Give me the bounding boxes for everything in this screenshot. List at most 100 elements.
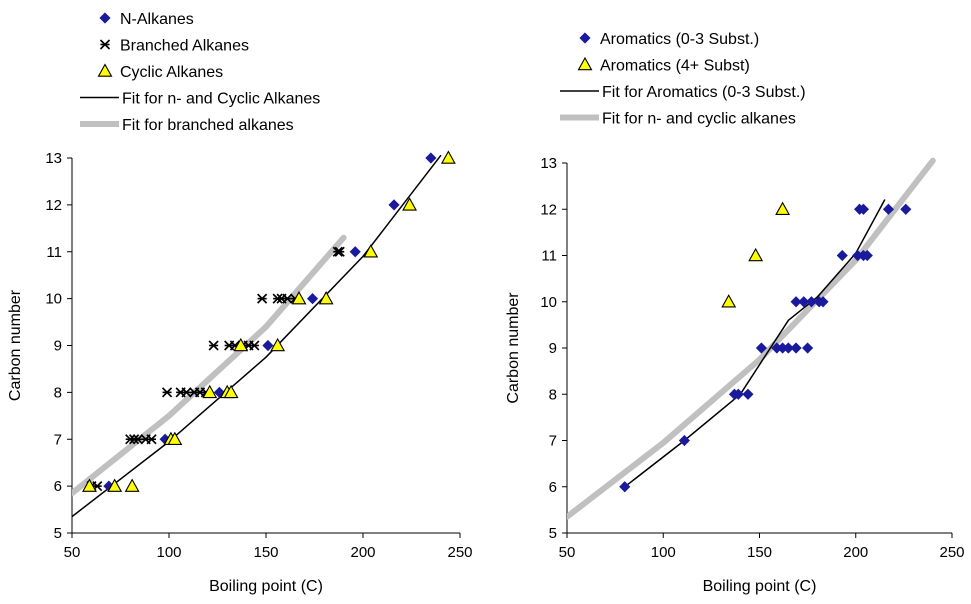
legend-label: Aromatics (0-3 Subst.) [600, 31, 759, 48]
legend-label: Branched Alkanes [120, 38, 249, 55]
y-tick-label: 6 [54, 478, 62, 495]
plot-area [72, 150, 456, 518]
data-point-triangle [270, 337, 286, 352]
data-point-diamond [306, 293, 319, 305]
y-tick-label: 11 [541, 248, 557, 265]
legend-label: Fit for Aromatics (0-3 Subst.) [602, 84, 806, 101]
legend-label: Fit for n- and Cyclic Alkanes [122, 91, 320, 108]
y-tick-label: 12 [45, 197, 62, 214]
data-point-diamond [798, 296, 810, 308]
data-point-triangle [291, 290, 307, 305]
y-axis-label: Carbon number [505, 292, 522, 404]
data-point-diamond [790, 296, 802, 308]
data-point-diamond [732, 388, 744, 400]
data-point-asterisk [282, 293, 293, 304]
x-tick-label: 150 [747, 544, 772, 561]
data-point-diamond [790, 342, 802, 354]
x-tick-label: 200 [350, 544, 375, 561]
legend-symbol-triangle [577, 56, 593, 71]
y-tick-label: 10 [45, 291, 62, 308]
data-point-diamond [882, 203, 895, 215]
data-point-diamond [262, 339, 274, 352]
y-tick-label: 5 [54, 525, 62, 542]
data-point-triangle [402, 197, 417, 211]
fit-line-black [72, 154, 442, 518]
data-point-diamond [619, 481, 631, 493]
y-tick-label: 6 [549, 479, 557, 496]
data-point-triangle [82, 478, 97, 492]
data-point-diamond [802, 342, 814, 354]
data-point-asterisk [208, 340, 219, 351]
y-axis-label: Carbon number [7, 289, 24, 401]
fit-line-grey [72, 234, 347, 497]
data-point-diamond [425, 152, 437, 164]
data-point-diamond [782, 342, 794, 354]
data-point-diamond [678, 434, 690, 447]
x-tick-label: 150 [253, 544, 278, 561]
data-point-asterisk [161, 387, 173, 398]
legend-label: Fit for n- and cyclic alkanes [602, 111, 796, 128]
legend-label: Aromatics (4+ Subst) [600, 58, 750, 75]
data-point-triangle [107, 478, 123, 492]
x-tick-label: 250 [447, 544, 472, 561]
legend: Aromatics (0-3 Subst.) Aromatics (4+ Subs… [560, 31, 806, 128]
data-point-diamond [349, 246, 361, 258]
data-point-diamond [805, 296, 818, 308]
x-axis-label: Boiling point (C) [703, 578, 817, 595]
y-tick-label: 10 [540, 294, 557, 311]
data-point-triangle [748, 247, 764, 262]
data-point-diamond [388, 199, 400, 211]
data-point-triangle [202, 384, 218, 399]
data-point-triangle [124, 478, 140, 492]
data-point-asterisk [334, 246, 345, 257]
data-point-asterisk [181, 387, 192, 398]
data-point-asterisk [257, 293, 268, 304]
legend: N-Alkanes Branched Alkanes Cyclic Alkanes F… [80, 11, 320, 134]
y-tick-label: 12 [540, 201, 557, 218]
legend-symbol-asterisk [99, 39, 111, 50]
data-point-triangle [775, 201, 791, 215]
data-point-triangle [440, 150, 456, 164]
x-tick-label: 200 [843, 544, 868, 561]
data-point-diamond [857, 203, 870, 215]
x-tick-label: 100 [651, 544, 676, 561]
legend-label: Fit for branched alkanes [122, 117, 294, 134]
data-point-asterisk [146, 434, 157, 445]
data-point-asterisk [132, 434, 144, 445]
legend-symbol-diamond [579, 32, 591, 44]
y-tick-label: 13 [540, 155, 557, 172]
data-point-triangle [363, 244, 379, 258]
chart-2: 50 100 150 200 250 5 6 7 8 9 10 11 12 13 Boiling point… [505, 31, 965, 595]
x-tick-label: 100 [156, 544, 181, 561]
data-point-triangle [318, 290, 334, 305]
x-axis-label: Boiling point (C) [209, 578, 323, 595]
data-point-triangle [223, 384, 239, 399]
data-point-diamond [861, 249, 873, 262]
y-tick-label: 8 [549, 386, 557, 403]
y-tick-label: 5 [549, 525, 557, 542]
x-tick-label: 250 [939, 544, 964, 561]
legend-symbol-diamond [99, 12, 111, 24]
plot-area [567, 157, 936, 520]
y-tick-label: 11 [46, 244, 62, 261]
data-point-diamond [755, 342, 767, 354]
y-tick-label: 9 [549, 340, 557, 357]
data-point-diamond [742, 388, 754, 400]
y-tick-label: 7 [54, 431, 62, 448]
data-point-diamond [817, 296, 829, 308]
y-tick-label: 9 [54, 338, 62, 355]
data-point-diamond [900, 203, 912, 215]
data-point-diamond [836, 249, 848, 262]
y-tick-label: 8 [54, 384, 62, 401]
data-point-triangle [167, 431, 183, 446]
x-tick-label: 50 [559, 544, 576, 561]
data-point-triangle [721, 294, 737, 308]
y-tick-label: 7 [549, 433, 557, 450]
fit-line-grey [567, 157, 936, 520]
data-point-asterisk [249, 340, 260, 351]
legend-symbol-triangle [97, 63, 113, 77]
legend-label: N-Alkanes [120, 11, 194, 28]
data-point-triangle [233, 337, 249, 352]
chart-1: 50 100 150 200 250 5 6 7 8 9 10 11 12 13 Boiling point… [7, 11, 473, 595]
